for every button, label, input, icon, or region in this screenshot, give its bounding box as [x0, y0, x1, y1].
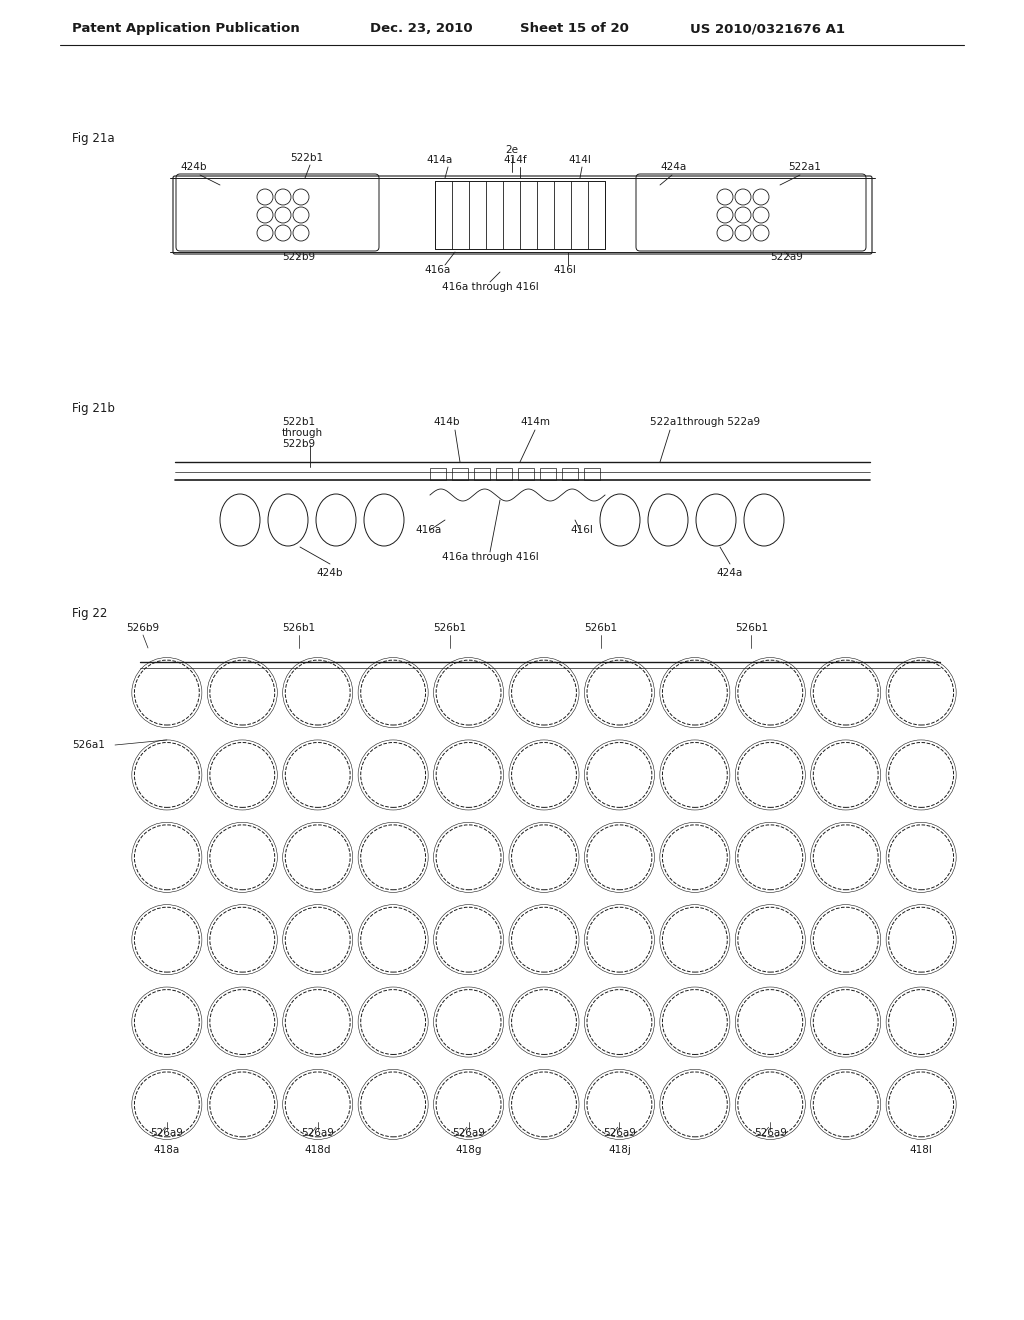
- Text: 522b1: 522b1: [282, 417, 315, 426]
- Bar: [474, 469, 490, 480]
- Text: US 2010/0321676 A1: US 2010/0321676 A1: [690, 22, 845, 36]
- Bar: [518, 469, 534, 480]
- Text: 526b1: 526b1: [433, 623, 466, 634]
- Bar: [540, 469, 556, 480]
- Text: 414f: 414f: [503, 154, 526, 165]
- Text: Fig 22: Fig 22: [72, 607, 108, 620]
- Text: 416a through 416l: 416a through 416l: [441, 552, 539, 562]
- Text: 414l: 414l: [568, 154, 592, 165]
- Text: 416l: 416l: [570, 525, 593, 535]
- Text: Fig 21a: Fig 21a: [72, 132, 115, 145]
- Text: 522a1through 522a9: 522a1through 522a9: [650, 417, 760, 426]
- Text: 526a9: 526a9: [754, 1129, 786, 1138]
- Text: 526a9: 526a9: [453, 1129, 485, 1138]
- Text: Patent Application Publication: Patent Application Publication: [72, 22, 300, 36]
- Text: 418l: 418l: [909, 1144, 933, 1155]
- Text: 414b: 414b: [434, 417, 460, 426]
- Text: 526a9: 526a9: [603, 1129, 636, 1138]
- Text: 526b9: 526b9: [126, 623, 160, 634]
- Text: 424a: 424a: [660, 162, 686, 172]
- Text: 526a9: 526a9: [151, 1129, 183, 1138]
- Text: 2e: 2e: [506, 145, 518, 154]
- Text: Dec. 23, 2010: Dec. 23, 2010: [370, 22, 473, 36]
- Text: 416a: 416a: [415, 525, 441, 535]
- Text: Sheet 15 of 20: Sheet 15 of 20: [520, 22, 629, 36]
- Text: 526b1: 526b1: [283, 623, 315, 634]
- Bar: [452, 469, 468, 480]
- Text: 418g: 418g: [456, 1144, 482, 1155]
- Text: 416a: 416a: [425, 265, 452, 275]
- Text: 522b1: 522b1: [290, 153, 324, 162]
- Text: 526a9: 526a9: [301, 1129, 334, 1138]
- Bar: [435, 181, 605, 249]
- Text: 526b1: 526b1: [584, 623, 617, 634]
- Text: 526a1: 526a1: [72, 741, 104, 750]
- Text: 416a through 416l: 416a through 416l: [441, 282, 539, 292]
- Text: 414m: 414m: [520, 417, 550, 426]
- Text: through: through: [282, 428, 324, 438]
- Text: 424a: 424a: [717, 568, 743, 578]
- Bar: [562, 469, 578, 480]
- Bar: [584, 469, 600, 480]
- Text: 414a: 414a: [427, 154, 454, 165]
- Text: 522a9: 522a9: [770, 252, 803, 261]
- Text: Fig 21b: Fig 21b: [72, 403, 115, 414]
- Text: 418j: 418j: [608, 1144, 631, 1155]
- Text: 526b1: 526b1: [735, 623, 768, 634]
- Text: 418a: 418a: [154, 1144, 180, 1155]
- Bar: [496, 469, 512, 480]
- Text: 418d: 418d: [304, 1144, 331, 1155]
- Text: 424b: 424b: [180, 162, 207, 172]
- Text: 424b: 424b: [316, 568, 343, 578]
- Text: 522b9: 522b9: [282, 252, 315, 261]
- Bar: [430, 469, 446, 480]
- Text: 416l: 416l: [554, 265, 577, 275]
- Text: 522a1: 522a1: [788, 162, 821, 172]
- Text: 522b9: 522b9: [282, 440, 315, 449]
